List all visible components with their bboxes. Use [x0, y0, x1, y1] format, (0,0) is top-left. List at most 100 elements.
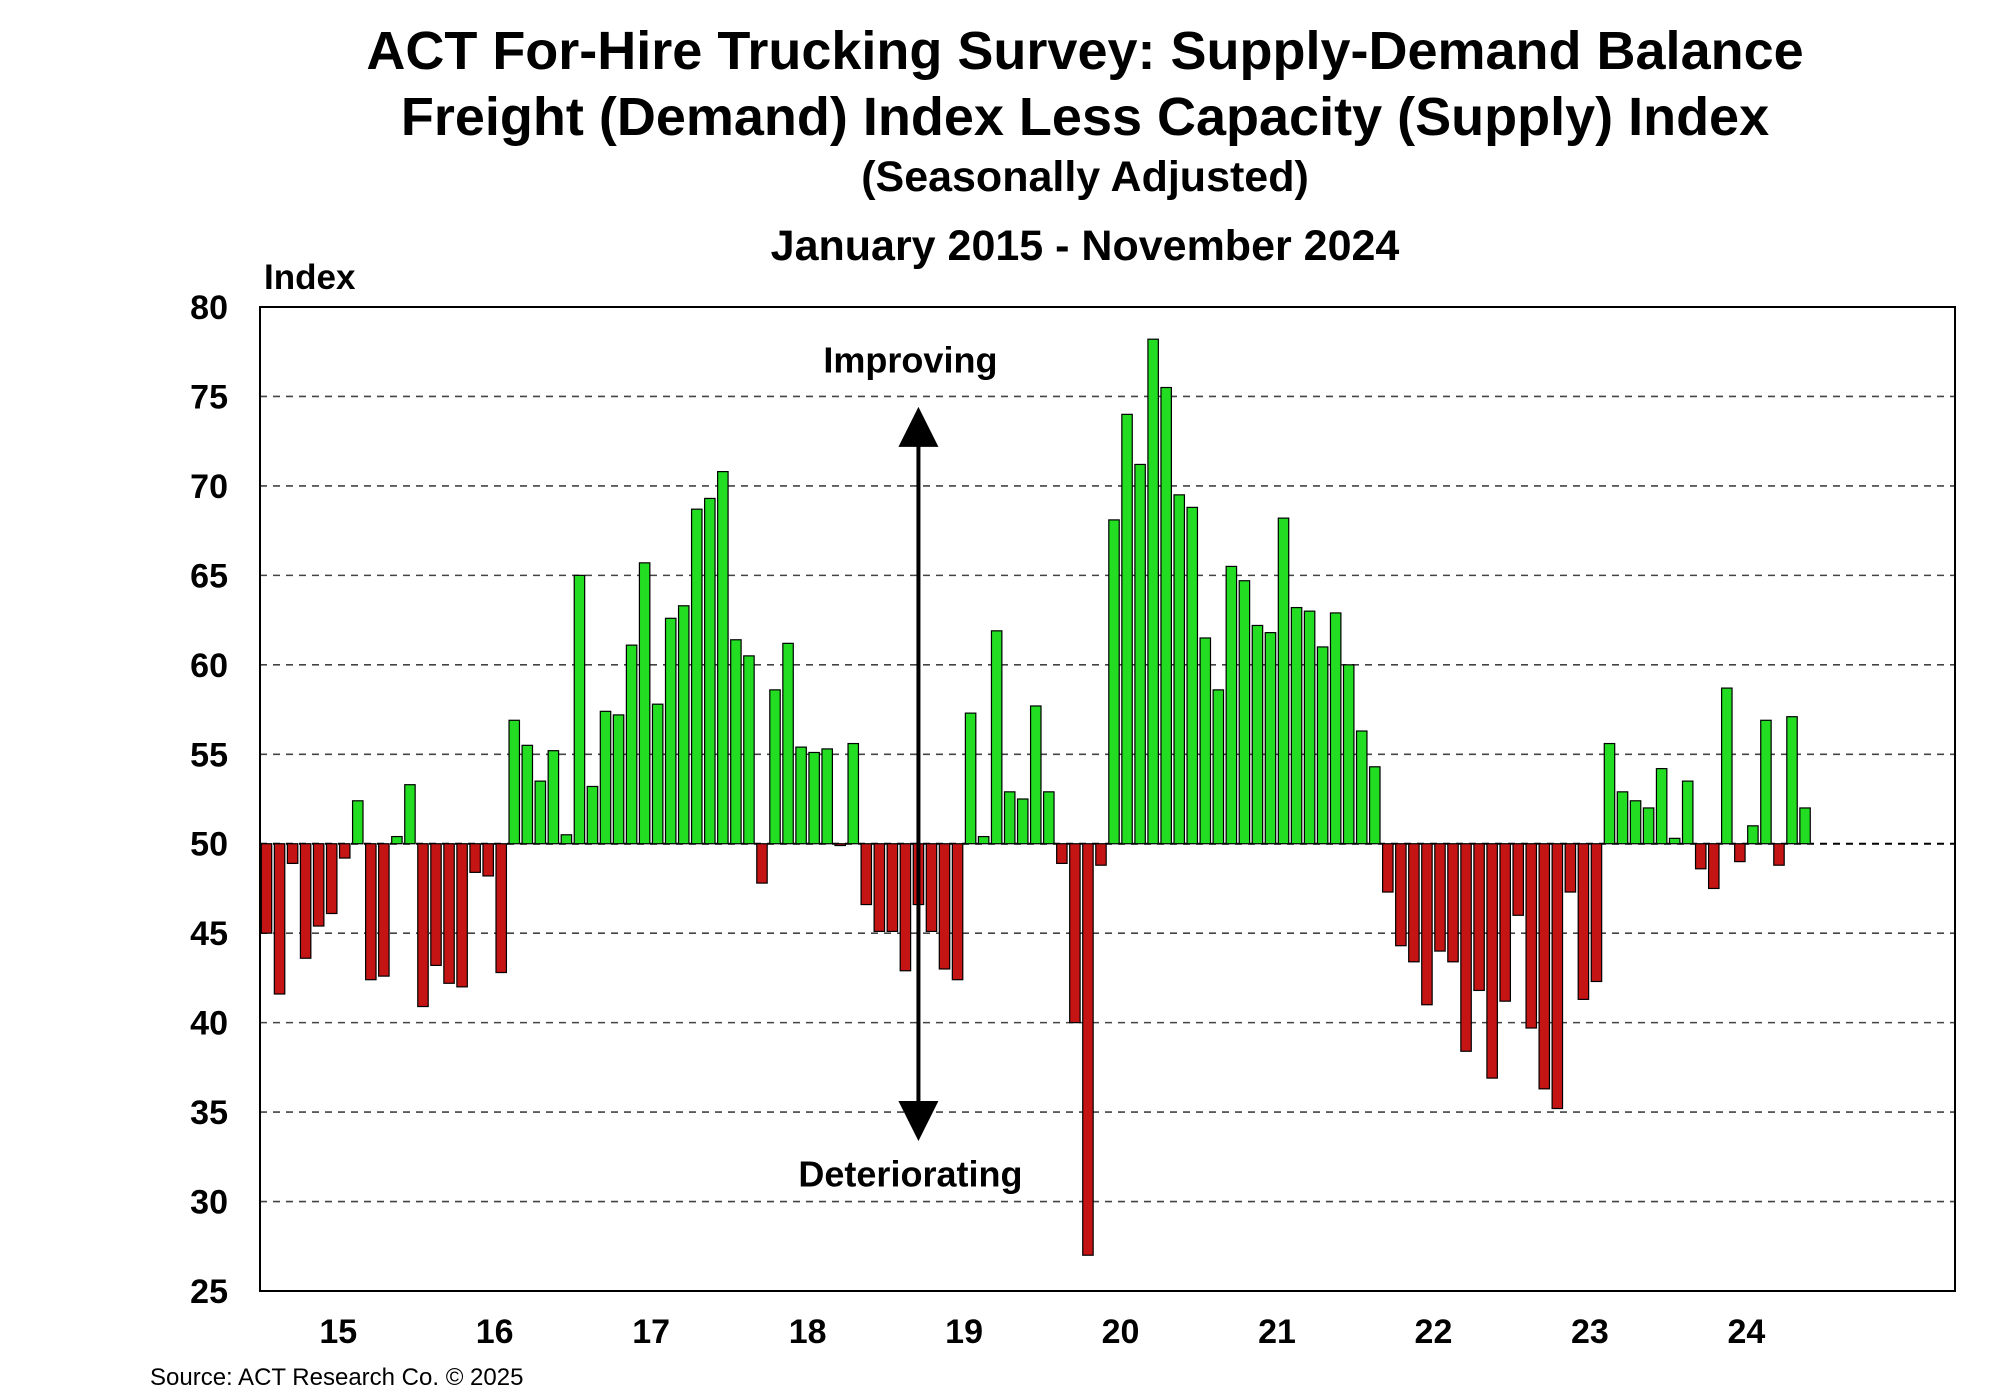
- x-tick-label: 23: [1571, 1313, 1609, 1351]
- bar: [1043, 791, 1055, 845]
- bar: [1056, 843, 1068, 865]
- bar: [338, 843, 351, 859]
- bar: [717, 471, 729, 845]
- bar: [1499, 843, 1511, 1002]
- bar: [1721, 687, 1733, 845]
- bar: [1747, 825, 1759, 845]
- bar: [1382, 843, 1394, 893]
- bar: [599, 710, 612, 845]
- y-tick-label: 45: [190, 915, 228, 953]
- y-tick-label: 75: [190, 378, 228, 416]
- chart-title: ACT For-Hire Trucking Survey: Supply-Dem…: [366, 21, 1804, 81]
- bar: [1199, 637, 1212, 845]
- improving-label: Improving: [823, 340, 997, 381]
- source-note: Source: ACT Research Co. © 2025: [150, 1364, 524, 1391]
- bar: [299, 843, 312, 959]
- bar: [1421, 843, 1433, 1006]
- bar: [1368, 766, 1381, 845]
- bar: [1668, 837, 1681, 845]
- bar: [1029, 705, 1042, 845]
- bar: [1707, 843, 1720, 890]
- x-tick-label: 19: [945, 1313, 983, 1351]
- x-tick-label: 18: [789, 1313, 827, 1351]
- bar: [1238, 580, 1251, 845]
- bar: [1434, 843, 1446, 952]
- bar: [1447, 843, 1459, 963]
- bar: [260, 843, 273, 934]
- y-axis-ticks: 25 30 35 40 45 50 55 60 65 70 75 80: [190, 289, 228, 1311]
- y-tick-label: 65: [190, 557, 228, 595]
- bar: [730, 639, 742, 845]
- bar: [1773, 843, 1785, 866]
- bar: [651, 703, 664, 845]
- bar: [391, 835, 403, 845]
- bar: [1408, 843, 1420, 963]
- bar: [990, 630, 1003, 845]
- bar: [899, 843, 912, 972]
- bar: [534, 780, 547, 845]
- bar: [1551, 843, 1564, 1110]
- bar: [508, 719, 521, 845]
- bar: [404, 784, 416, 845]
- y-axis-label: Index: [264, 258, 356, 297]
- bar: [1642, 807, 1655, 845]
- bar: [573, 574, 586, 845]
- x-tick-label: 15: [319, 1313, 357, 1351]
- bar: [1512, 843, 1525, 916]
- bar: [1655, 767, 1668, 845]
- bar: [1786, 716, 1798, 845]
- bar: [586, 785, 599, 845]
- chart-subtitle: Freight (Demand) Index Less Capacity (Su…: [400, 87, 1770, 147]
- bar: [769, 689, 781, 845]
- bar: [1186, 506, 1199, 845]
- y-tick-label: 55: [190, 736, 228, 774]
- deteriorating-label: Deteriorating: [798, 1154, 1022, 1195]
- bar: [1147, 338, 1159, 845]
- bar: [443, 843, 455, 984]
- title-block: ACT For-Hire Trucking Survey: Supply-Dem…: [0, 18, 1999, 204]
- bar: [495, 843, 508, 974]
- bar: [612, 714, 625, 845]
- x-tick-label: 24: [1727, 1313, 1765, 1351]
- bar: [625, 644, 638, 845]
- bar: [977, 835, 990, 845]
- bar: [821, 748, 833, 845]
- bars: [260, 338, 1811, 1256]
- bar: [1134, 463, 1146, 845]
- x-tick-label: 21: [1258, 1313, 1296, 1351]
- bar: [1290, 606, 1303, 845]
- x-axis-ticks: 15 16 17 18 19 20 21 22 23 24: [319, 1313, 1765, 1351]
- bar: [1264, 632, 1277, 845]
- bar: [417, 843, 429, 1008]
- bar: [638, 562, 651, 845]
- bar: [286, 843, 299, 865]
- bar: [1734, 843, 1746, 863]
- bar: [1121, 413, 1133, 845]
- y-tick-label: 35: [190, 1094, 228, 1132]
- bar: [743, 655, 755, 845]
- bar: [860, 843, 873, 906]
- bar: [1003, 791, 1016, 845]
- bar: [1251, 624, 1264, 845]
- plot-frame: [259, 306, 1956, 1292]
- bar: [1329, 612, 1342, 845]
- bar: [951, 843, 964, 981]
- bar: [795, 746, 807, 845]
- bar: [1681, 780, 1694, 845]
- y-tick-label: 80: [190, 289, 228, 327]
- bar: [664, 617, 677, 845]
- bar: [560, 834, 573, 845]
- x-tick-label: 20: [1102, 1313, 1140, 1351]
- bar: [312, 843, 325, 927]
- bar: [834, 843, 847, 847]
- y-tick-label: 25: [190, 1273, 228, 1311]
- bar: [925, 843, 938, 932]
- bar: [430, 843, 442, 966]
- bar: [1603, 742, 1616, 845]
- bar: [873, 843, 886, 932]
- bar: [782, 642, 794, 845]
- bar: [1225, 565, 1238, 845]
- bar: [1016, 798, 1029, 845]
- bar: [964, 712, 977, 845]
- bar: [938, 843, 951, 970]
